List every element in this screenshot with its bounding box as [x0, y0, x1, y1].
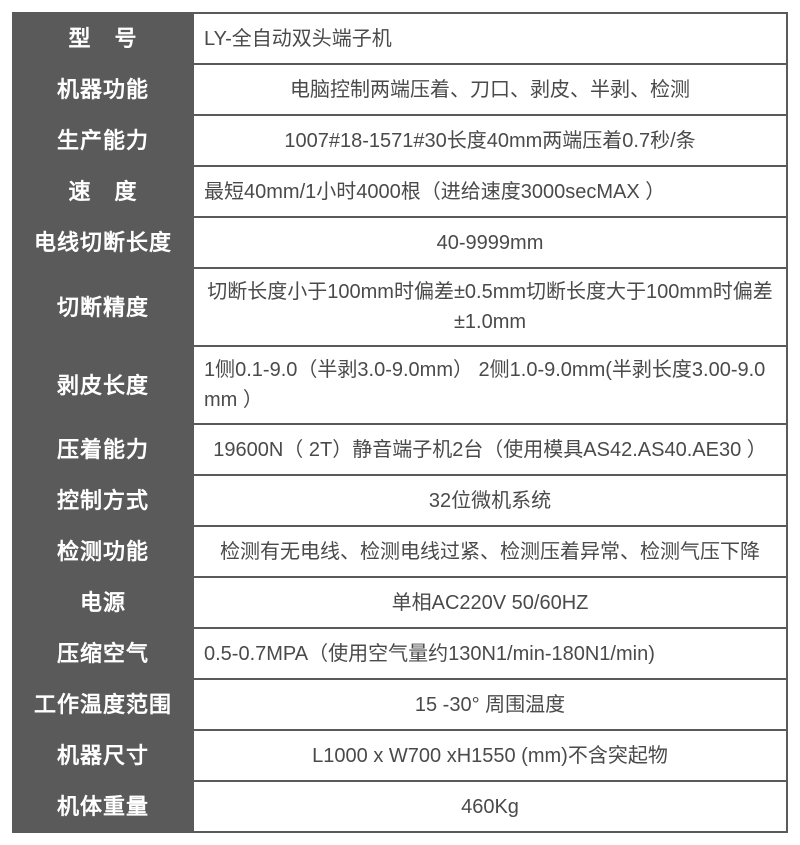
table-row: 机器功能电脑控制两端压着、刀口、剥皮、半剥、检测 [13, 64, 787, 115]
row-value: 40-9999mm [193, 217, 787, 268]
table-row: 压着能力19600N（ 2T）静音端子机2台（使用模具AS42.AS40.AE3… [13, 424, 787, 475]
row-value: 单相AC220V 50/60HZ [193, 577, 787, 628]
row-label: 速 度 [13, 166, 193, 217]
table-row: 机器尺寸L1000 x W700 xH1550 (mm)不含突起物 [13, 730, 787, 781]
row-value: 1007#18-1571#30长度40mm两端压着0.7秒/条 [193, 115, 787, 166]
row-label: 电源 [13, 577, 193, 628]
spec-table: 型 号LY-全自动双头端子机机器功能电脑控制两端压着、刀口、剥皮、半剥、检测生产… [12, 12, 788, 833]
row-label: 型 号 [13, 13, 193, 64]
row-label: 切断精度 [13, 268, 193, 346]
row-label: 生产能力 [13, 115, 193, 166]
row-value: L1000 x W700 xH1550 (mm)不含突起物 [193, 730, 787, 781]
row-label: 机器尺寸 [13, 730, 193, 781]
row-value: 最短40mm/1小时4000根（进给速度3000secMAX ） [193, 166, 787, 217]
table-row: 检测功能检测有无电线、检测电线过紧、检测压着异常、检测气压下降 [13, 526, 787, 577]
row-label: 电线切断长度 [13, 217, 193, 268]
row-label: 机体重量 [13, 781, 193, 832]
row-value: 19600N（ 2T）静音端子机2台（使用模具AS42.AS40.AE30 ） [193, 424, 787, 475]
table-row: 剥皮长度1侧0.1-9.0（半剥3.0-9.0mm） 2侧1.0-9.0mm(半… [13, 346, 787, 424]
table-row: 生产能力1007#18-1571#30长度40mm两端压着0.7秒/条 [13, 115, 787, 166]
row-value: 15 -30° 周围温度 [193, 679, 787, 730]
row-label: 压缩空气 [13, 628, 193, 679]
table-row: 压缩空气0.5-0.7MPA（使用空气量约130N1/min-180N1/min… [13, 628, 787, 679]
spec-table-body: 型 号LY-全自动双头端子机机器功能电脑控制两端压着、刀口、剥皮、半剥、检测生产… [13, 13, 787, 832]
row-label: 机器功能 [13, 64, 193, 115]
table-row: 速 度最短40mm/1小时4000根（进给速度3000secMAX ） [13, 166, 787, 217]
table-row: 型 号LY-全自动双头端子机 [13, 13, 787, 64]
table-row: 工作温度范围15 -30° 周围温度 [13, 679, 787, 730]
row-value: 电脑控制两端压着、刀口、剥皮、半剥、检测 [193, 64, 787, 115]
row-value: 切断长度小于100mm时偏差±0.5mm切断长度大于100mm时偏差±1.0mm [193, 268, 787, 346]
table-row: 电线切断长度40-9999mm [13, 217, 787, 268]
row-value: 32位微机系统 [193, 475, 787, 526]
row-value: LY-全自动双头端子机 [193, 13, 787, 64]
row-value: 0.5-0.7MPA（使用空气量约130N1/min-180N1/min) [193, 628, 787, 679]
table-row: 机体重量460Kg [13, 781, 787, 832]
table-row: 控制方式32位微机系统 [13, 475, 787, 526]
row-value: 460Kg [193, 781, 787, 832]
row-value: 检测有无电线、检测电线过紧、检测压着异常、检测气压下降 [193, 526, 787, 577]
row-label: 控制方式 [13, 475, 193, 526]
row-label: 工作温度范围 [13, 679, 193, 730]
row-value: 1侧0.1-9.0（半剥3.0-9.0mm） 2侧1.0-9.0mm(半剥长度3… [193, 346, 787, 424]
table-row: 切断精度切断长度小于100mm时偏差±0.5mm切断长度大于100mm时偏差±1… [13, 268, 787, 346]
row-label: 检测功能 [13, 526, 193, 577]
row-label: 剥皮长度 [13, 346, 193, 424]
row-label: 压着能力 [13, 424, 193, 475]
table-row: 电源单相AC220V 50/60HZ [13, 577, 787, 628]
